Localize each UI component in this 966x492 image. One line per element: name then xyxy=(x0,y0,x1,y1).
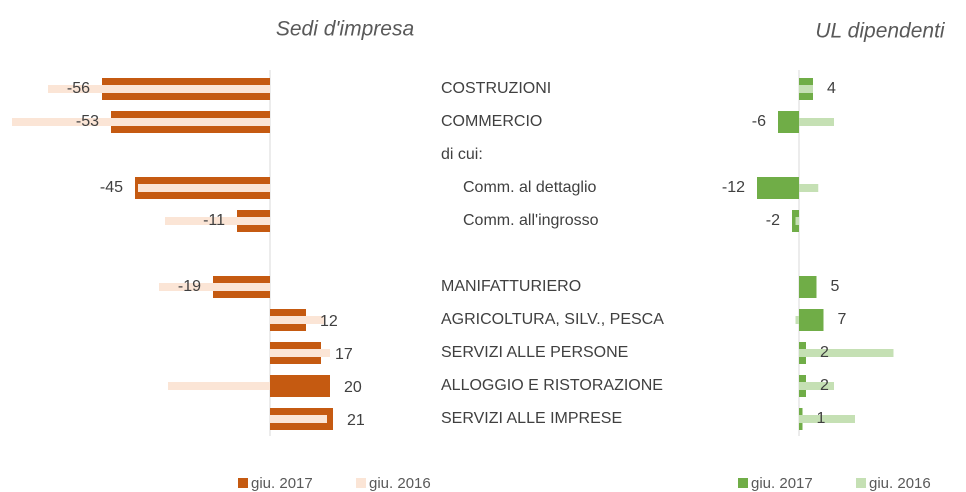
data-label: 1 xyxy=(817,410,826,427)
legend-label: giu. 2017 xyxy=(251,475,313,492)
bar xyxy=(799,85,813,93)
category-label: SERVIZI ALLE PERSONE xyxy=(441,344,628,361)
data-label: -6 xyxy=(752,113,766,130)
bar xyxy=(159,283,270,291)
data-label: 2 xyxy=(820,344,829,361)
bar xyxy=(799,382,834,390)
bar xyxy=(799,118,834,126)
data-label: 17 xyxy=(335,346,353,363)
chart-title: Sedi d'impresa xyxy=(276,18,414,41)
category-label: Comm. al dettaglio xyxy=(463,179,596,196)
legend-swatch xyxy=(856,478,866,488)
bar xyxy=(795,217,799,225)
bar xyxy=(48,85,270,93)
bar xyxy=(270,349,330,357)
bar xyxy=(799,309,824,331)
bar xyxy=(270,375,330,397)
data-label: -12 xyxy=(722,179,745,196)
data-label: 20 xyxy=(344,379,362,396)
data-label: -45 xyxy=(100,179,123,196)
bar xyxy=(165,217,270,225)
data-label: -53 xyxy=(76,113,99,130)
data-label: -56 xyxy=(67,80,90,97)
bar xyxy=(270,415,327,423)
category-label: ALLOGGIO E RISTORAZIONE xyxy=(441,377,663,394)
category-label: COMMERCIO xyxy=(441,113,542,130)
data-label: 2 xyxy=(820,377,829,394)
legend-swatch xyxy=(356,478,366,488)
data-label: 12 xyxy=(320,313,338,330)
legend-swatch xyxy=(238,478,248,488)
data-label: 21 xyxy=(347,412,365,429)
category-label: COSTRUZIONI xyxy=(441,80,551,97)
category-label: AGRICOLTURA, SILV., PESCA xyxy=(441,311,664,328)
category-label: Comm. all'ingrosso xyxy=(463,212,599,229)
bar xyxy=(757,177,799,199)
legend-label: giu. 2016 xyxy=(869,475,931,492)
category-label: di cui: xyxy=(441,146,483,163)
bar xyxy=(799,415,855,423)
bar xyxy=(12,118,270,126)
bar xyxy=(168,382,270,390)
data-label: 4 xyxy=(827,80,836,97)
chart-title: UL dipendenti xyxy=(815,20,946,43)
bar xyxy=(795,316,799,324)
data-label: 7 xyxy=(838,311,847,328)
bar xyxy=(799,349,894,357)
category-label: SERVIZI ALLE IMPRESE xyxy=(441,410,622,427)
data-label: -11 xyxy=(203,212,225,229)
category-label: MANIFATTURIERO xyxy=(441,278,581,295)
legend-swatch xyxy=(738,478,748,488)
data-label: -2 xyxy=(766,212,780,229)
legend-label: giu. 2017 xyxy=(751,475,813,492)
bar xyxy=(270,316,324,324)
bar xyxy=(799,276,817,298)
data-label: -19 xyxy=(178,278,201,295)
bar xyxy=(799,184,819,192)
legend-label: giu. 2016 xyxy=(369,475,431,492)
bar xyxy=(138,184,270,192)
data-label: 5 xyxy=(831,278,840,295)
bar xyxy=(778,111,799,133)
